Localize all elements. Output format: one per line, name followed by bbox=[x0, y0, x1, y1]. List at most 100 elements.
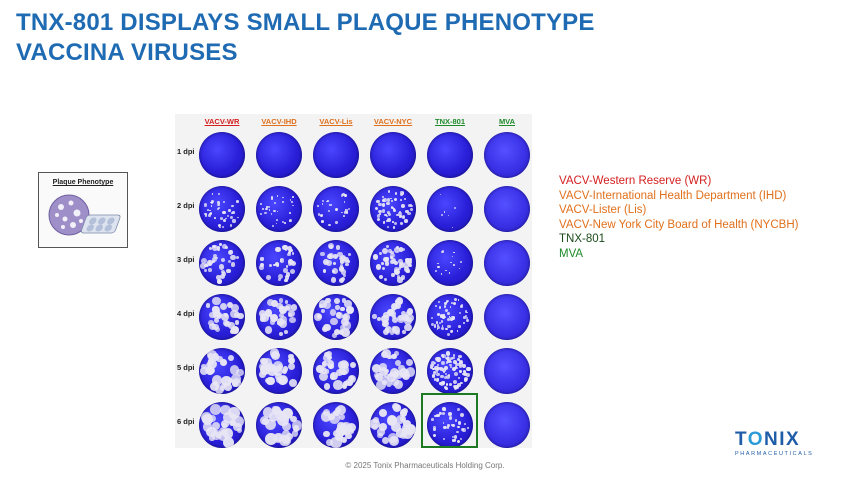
well bbox=[256, 240, 302, 286]
plaque bbox=[265, 418, 277, 430]
plaque bbox=[287, 252, 291, 257]
column-header-vacv-lis: VACV-Lis bbox=[319, 117, 353, 126]
plaque bbox=[278, 306, 287, 315]
plaque bbox=[223, 219, 226, 222]
plaque bbox=[401, 192, 405, 195]
plaque bbox=[219, 226, 221, 229]
plaque bbox=[459, 364, 463, 368]
column-header-vacv-ihd: VACV-IHD bbox=[261, 117, 297, 126]
plaque bbox=[277, 278, 281, 281]
plaque bbox=[458, 325, 461, 328]
plaque bbox=[348, 252, 352, 256]
plaque bbox=[454, 365, 457, 368]
well bbox=[313, 240, 359, 286]
plaque bbox=[433, 324, 437, 328]
plaque bbox=[390, 302, 398, 310]
plaque bbox=[439, 367, 444, 371]
plaque bbox=[463, 316, 466, 319]
plaque bbox=[377, 218, 381, 222]
plaque bbox=[282, 366, 289, 372]
plaque bbox=[259, 202, 262, 205]
plaque bbox=[282, 429, 291, 438]
plaque-dish-illustration bbox=[48, 194, 121, 236]
plaque bbox=[390, 197, 393, 200]
plaque bbox=[336, 404, 347, 415]
plaque bbox=[342, 313, 351, 321]
plaque bbox=[228, 260, 232, 264]
plaque bbox=[456, 330, 459, 333]
plaque bbox=[447, 356, 451, 360]
plaque bbox=[398, 267, 402, 271]
plaque-phenotype-inset: Plaque Phenotype bbox=[38, 172, 128, 248]
plaque bbox=[448, 272, 450, 274]
plaque bbox=[460, 438, 463, 441]
plaque bbox=[436, 377, 440, 381]
plaque bbox=[442, 407, 446, 412]
plaque bbox=[381, 196, 385, 199]
plaque bbox=[384, 261, 390, 266]
plaque bbox=[405, 209, 409, 214]
legend-item-mva: MVA bbox=[559, 247, 584, 260]
plaque bbox=[237, 312, 244, 320]
plaque bbox=[201, 364, 207, 370]
plaque bbox=[208, 323, 216, 331]
plaque bbox=[284, 275, 290, 281]
plaque bbox=[229, 365, 239, 375]
plaque bbox=[406, 258, 413, 265]
plaque bbox=[433, 434, 437, 438]
plaque bbox=[288, 353, 294, 360]
plaque bbox=[314, 312, 323, 321]
plaque bbox=[330, 277, 337, 283]
plaque bbox=[385, 220, 388, 222]
plaque bbox=[208, 366, 216, 374]
plaque bbox=[205, 302, 211, 308]
plaque bbox=[445, 373, 448, 376]
plaque bbox=[449, 360, 453, 363]
plaque bbox=[385, 215, 389, 218]
plaque bbox=[408, 263, 412, 268]
plaque bbox=[259, 265, 264, 270]
plaque bbox=[332, 261, 336, 265]
well bbox=[427, 294, 473, 340]
plaque bbox=[289, 199, 291, 201]
plaque bbox=[319, 371, 329, 381]
plaque bbox=[401, 372, 410, 381]
title-line-1: TNX-801 DISPLAYS SMALL PLAQUE PHENOTYPE bbox=[16, 9, 595, 36]
plaque bbox=[227, 208, 231, 212]
plaque bbox=[279, 315, 288, 324]
plaque bbox=[383, 198, 387, 202]
plaque bbox=[385, 326, 393, 334]
plaque bbox=[278, 305, 284, 310]
plaque bbox=[213, 380, 219, 386]
well bbox=[256, 186, 302, 232]
plaque bbox=[341, 269, 347, 275]
plaque bbox=[345, 262, 349, 266]
plaque bbox=[214, 217, 217, 219]
plaque bbox=[383, 311, 390, 319]
plaque bbox=[229, 309, 239, 319]
plaque bbox=[322, 353, 332, 363]
plaque bbox=[270, 198, 274, 201]
plaque bbox=[454, 297, 458, 301]
plaque bbox=[392, 226, 396, 229]
plaque bbox=[402, 370, 409, 377]
plaque bbox=[394, 192, 398, 195]
plaque bbox=[327, 199, 330, 202]
plaque bbox=[237, 428, 243, 434]
plaque bbox=[381, 315, 390, 324]
well bbox=[370, 132, 416, 178]
well bbox=[313, 294, 359, 340]
plaque bbox=[220, 257, 225, 263]
plaque bbox=[288, 219, 291, 223]
plaque bbox=[276, 363, 284, 371]
copyright-footer: © 2025 Tonix Pharmaceuticals Holding Cor… bbox=[345, 461, 505, 470]
plaque bbox=[408, 258, 412, 261]
plaque bbox=[204, 362, 212, 370]
plaque bbox=[401, 215, 405, 219]
plaque bbox=[375, 372, 383, 381]
plaque bbox=[447, 358, 452, 364]
plaque bbox=[272, 406, 282, 416]
plaque bbox=[405, 268, 411, 273]
plaque bbox=[448, 416, 452, 420]
plaque bbox=[392, 325, 401, 335]
